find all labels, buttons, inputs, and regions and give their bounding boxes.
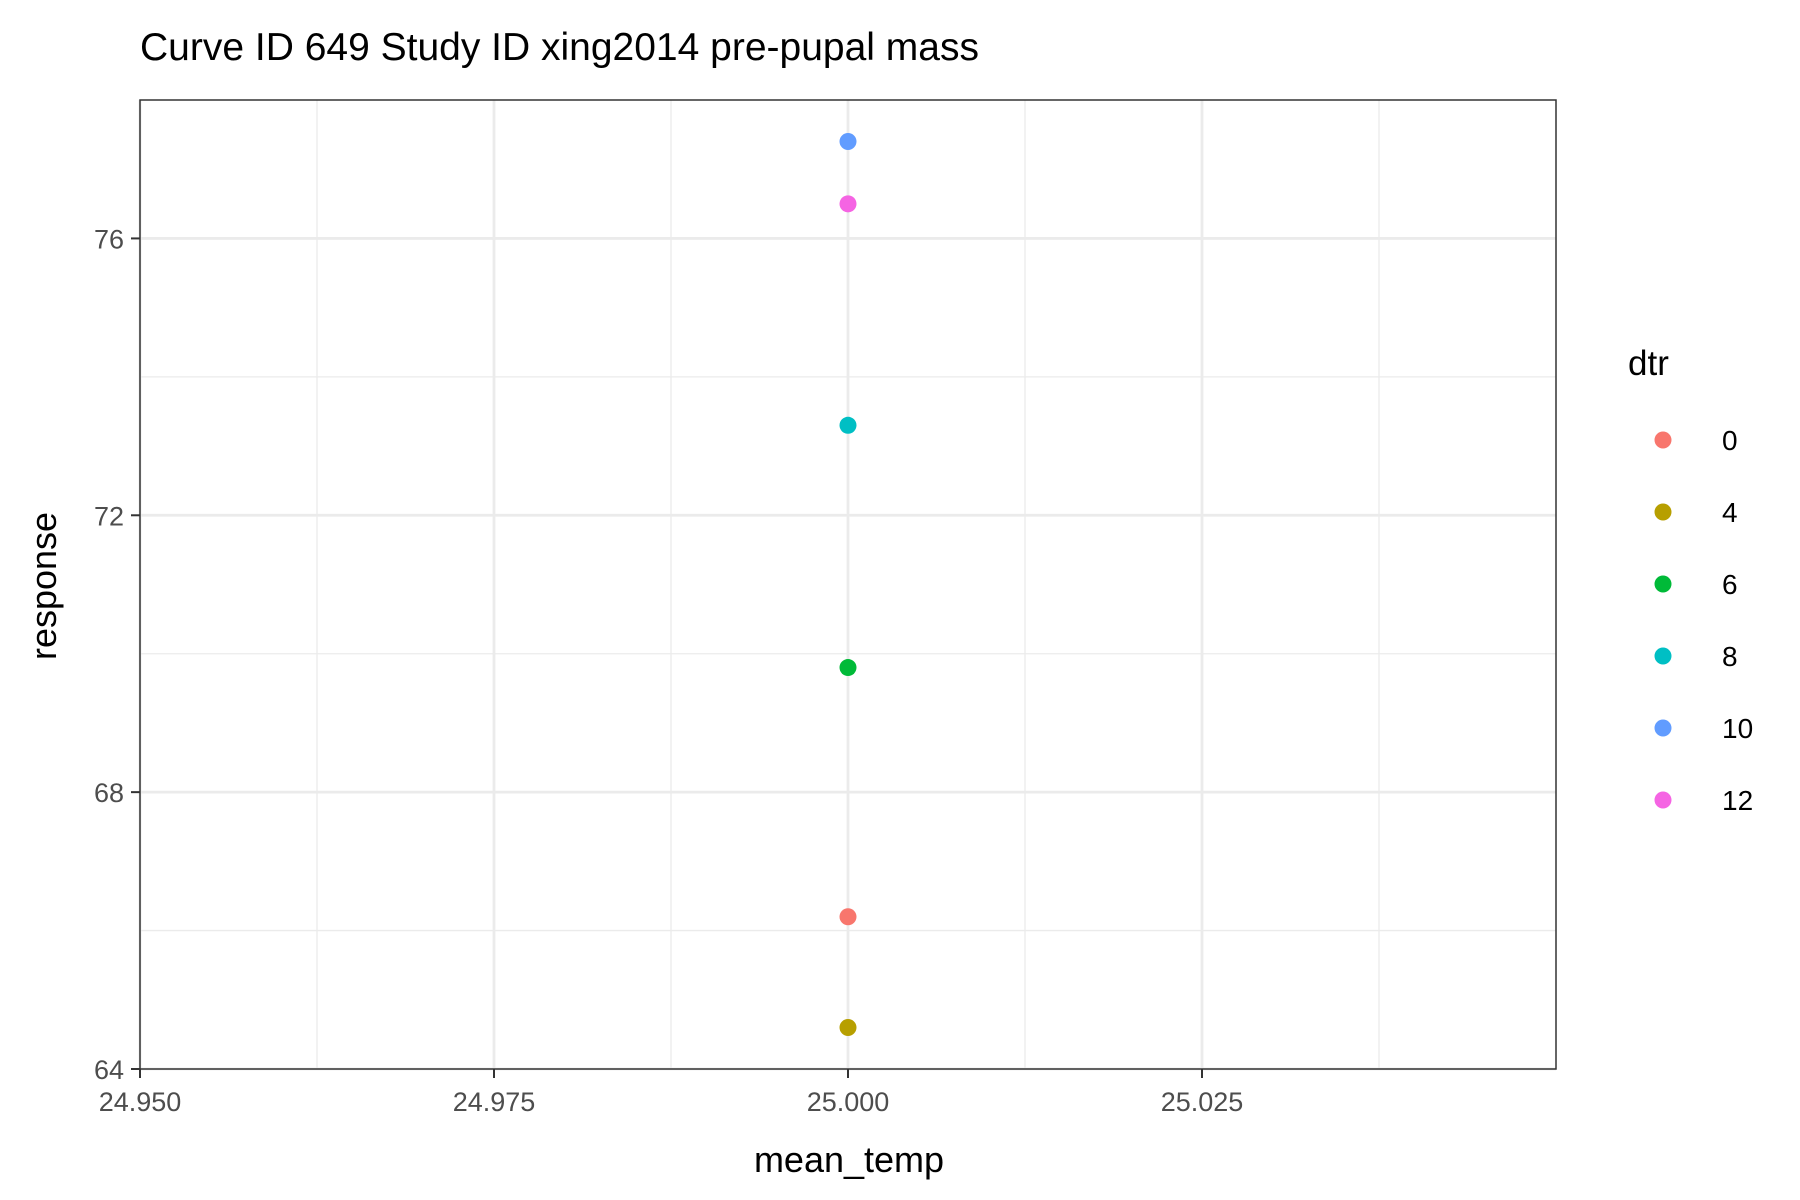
data-point-dtr-6 <box>839 659 857 677</box>
legend-title: dtr <box>1628 344 1669 383</box>
legend-key-4 <box>1654 503 1672 521</box>
legend-label-12: 12 <box>1722 785 1753 816</box>
legend-label-4: 4 <box>1722 497 1738 528</box>
x-tick-label: 25.000 <box>807 1087 890 1117</box>
legend-label-10: 10 <box>1722 713 1753 744</box>
y-tick-label: 68 <box>94 778 124 808</box>
x-tick-label: 24.950 <box>99 1087 182 1117</box>
data-point-dtr-10 <box>839 133 857 151</box>
y-tick-label: 64 <box>94 1055 124 1085</box>
y-tick-label: 76 <box>94 224 124 254</box>
y-axis-title: response <box>23 512 64 660</box>
x-tick-label: 24.975 <box>453 1087 536 1117</box>
chart-title: Curve ID 649 Study ID xing2014 pre-pupal… <box>140 26 979 69</box>
legend: dtr 0 4 6 8 10 12 <box>1628 344 1753 816</box>
legend-label-0: 0 <box>1722 425 1738 456</box>
legend-entries: 0 4 6 8 10 12 <box>1654 425 1753 816</box>
axes-layer: 24.950 24.975 25.000 25.025 64 68 72 76 <box>94 224 1243 1117</box>
data-point-dtr-8 <box>839 416 857 434</box>
x-tick-label: 25.025 <box>1161 1087 1244 1117</box>
legend-key-6 <box>1654 575 1672 593</box>
legend-key-0 <box>1654 431 1672 449</box>
legend-label-6: 6 <box>1722 569 1738 600</box>
data-point-dtr-4 <box>839 1018 857 1036</box>
points-layer <box>839 133 857 1036</box>
legend-key-10 <box>1654 719 1672 737</box>
legend-label-8: 8 <box>1722 641 1738 672</box>
y-tick-label: 72 <box>94 501 124 531</box>
x-axis-title: mean_temp <box>754 1139 944 1180</box>
data-point-dtr-12 <box>839 195 857 213</box>
data-point-dtr-0 <box>839 908 857 926</box>
legend-key-12 <box>1654 791 1672 809</box>
legend-key-8 <box>1654 647 1672 665</box>
